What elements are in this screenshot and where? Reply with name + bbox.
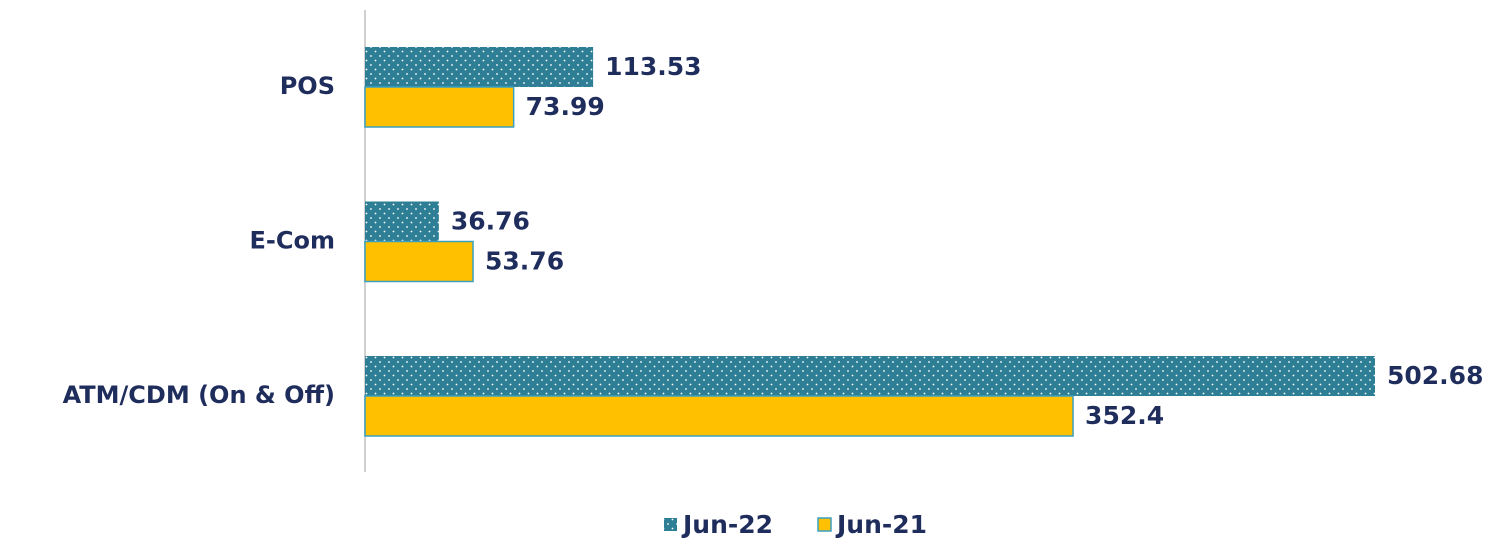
value-label: 73.99	[526, 92, 605, 121]
bar	[364, 86, 515, 128]
legend-label: Jun-21	[835, 510, 927, 539]
value-label: 53.76	[485, 247, 564, 276]
value-label: 36.76	[451, 207, 530, 236]
bar	[364, 395, 1074, 437]
bar	[364, 240, 474, 283]
legend-label: Jun-22	[681, 510, 773, 539]
bar	[365, 201, 439, 242]
legend-swatch	[817, 517, 832, 532]
category-label: ATM/CDM (On & Off)	[63, 381, 335, 409]
value-label: 502.68	[1387, 361, 1483, 390]
category-label: POS	[280, 72, 335, 100]
bar	[365, 356, 1375, 396]
value-label: 113.53	[605, 52, 701, 81]
bar	[365, 47, 594, 87]
value-label: 352.4	[1085, 401, 1164, 430]
legend-swatch	[664, 518, 677, 531]
category-label: E-Com	[250, 227, 335, 255]
